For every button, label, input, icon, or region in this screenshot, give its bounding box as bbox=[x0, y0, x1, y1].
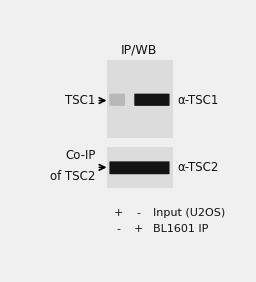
Text: -: - bbox=[136, 208, 140, 218]
Text: BL1601 IP: BL1601 IP bbox=[153, 224, 208, 234]
FancyBboxPatch shape bbox=[109, 94, 125, 106]
Text: α-TSC1: α-TSC1 bbox=[178, 94, 219, 107]
Text: TSC1: TSC1 bbox=[65, 94, 95, 107]
FancyBboxPatch shape bbox=[134, 94, 169, 106]
Text: α-TSC2: α-TSC2 bbox=[178, 161, 219, 174]
Text: Co-IP: Co-IP bbox=[65, 149, 95, 162]
Text: +: + bbox=[114, 208, 123, 218]
Text: IP/WB: IP/WB bbox=[121, 44, 157, 57]
Text: +: + bbox=[133, 224, 143, 234]
Text: of TSC2: of TSC2 bbox=[50, 170, 95, 183]
FancyBboxPatch shape bbox=[109, 161, 169, 174]
Bar bbox=[108, 60, 173, 138]
Text: -: - bbox=[116, 224, 120, 234]
Bar bbox=[108, 147, 173, 188]
Text: Input (U2OS): Input (U2OS) bbox=[153, 208, 225, 218]
